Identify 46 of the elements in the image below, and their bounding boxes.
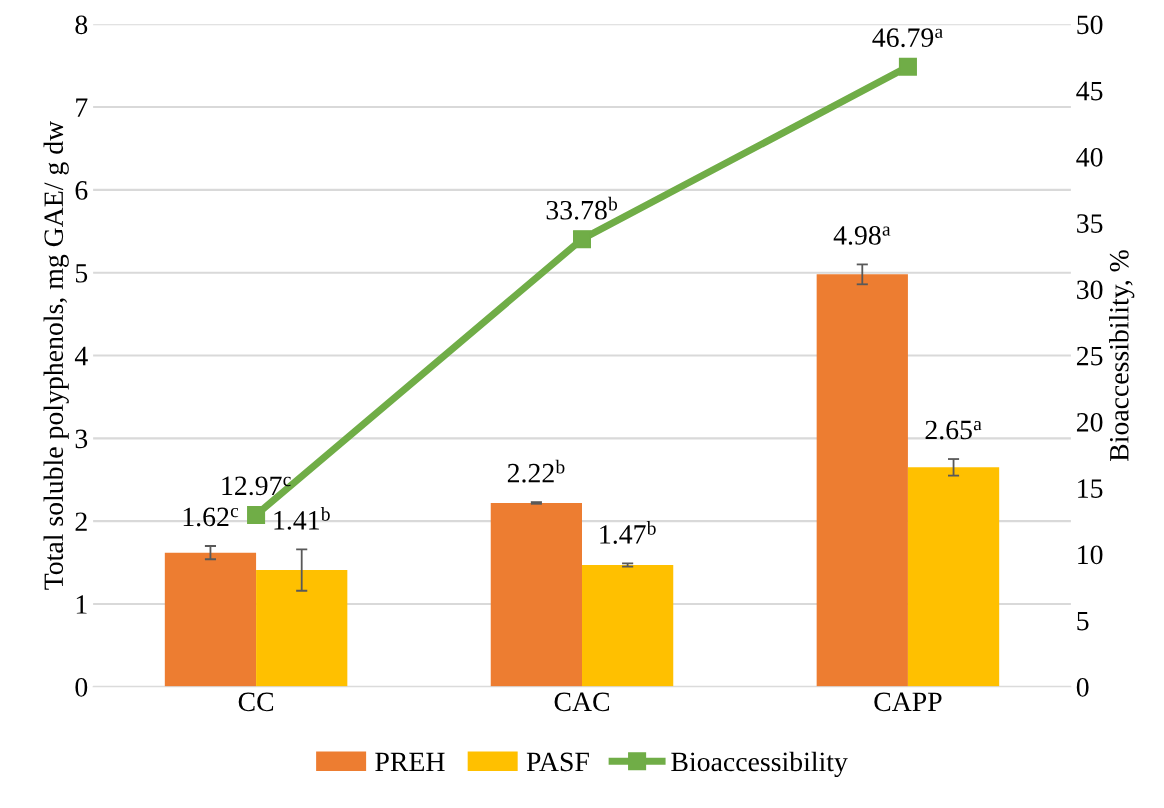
y2-tick-label: 50	[1077, 15, 1103, 35]
point	[898, 57, 917, 76]
y2-tick-label: 35	[1077, 214, 1103, 233]
bar	[582, 565, 674, 687]
legend-label: PASF	[526, 752, 589, 772]
data-label: 1.62$^{c}$	[183, 507, 239, 527]
y2-tick-label: 10	[1078, 545, 1103, 565]
bar	[907, 467, 1000, 687]
point	[572, 230, 592, 249]
data-label: 1.47$^{b}$	[600, 521, 656, 544]
y2-tick-label: 30	[1077, 280, 1103, 300]
bar	[256, 570, 348, 687]
y-tick-label: 2	[75, 512, 87, 531]
y-tick-label: 1	[76, 595, 87, 614]
bar	[164, 552, 257, 687]
data-label: 2.22$^{b}$	[507, 459, 565, 483]
y-tick-label: 3	[75, 429, 88, 449]
point	[247, 505, 266, 524]
data-label: 12.97$^{c}$	[222, 476, 291, 496]
legend-label: Bioaccessibility	[671, 751, 848, 777]
y-tick-label: 7	[76, 98, 88, 117]
x-tick-label: CAPP	[874, 692, 942, 712]
y2-axis-title: Bioaccessibility, %	[1109, 250, 1135, 462]
data-label: 4.98$^{a}$	[833, 226, 891, 245]
y-tick-label: 8	[75, 15, 88, 35]
y-tick-label: 6	[75, 181, 88, 200]
y2-tick-label: 0	[1076, 677, 1089, 697]
y2-tick-label: 40	[1076, 147, 1103, 167]
y-tick-label: 4	[74, 346, 88, 366]
data-label: 46.79$^{a}$	[872, 28, 943, 48]
y2-tick-label: 20	[1076, 412, 1103, 432]
y2-tick-label: 45	[1076, 81, 1103, 101]
bar	[816, 274, 908, 687]
data-label: 1.41$^{b}$	[274, 507, 330, 530]
y2-tick-label: 15	[1078, 479, 1103, 498]
y2-tick-label: 5	[1077, 611, 1089, 631]
data-label: 2.65$^{a}$	[925, 420, 982, 440]
y-axis-title: Total soluble polyphenols, mg GAE/ g dw	[43, 120, 69, 590]
y-tick-label: 0	[75, 677, 88, 697]
y-tick-label: 5	[75, 264, 88, 283]
data-label: 33.78$^{b}$	[546, 196, 618, 220]
y2-tick-label: 25	[1076, 346, 1103, 366]
legend-label: PREH	[375, 752, 445, 771]
x-tick-label: CC	[238, 692, 274, 712]
bar	[490, 502, 582, 687]
x-tick-label: CAC	[554, 692, 610, 712]
